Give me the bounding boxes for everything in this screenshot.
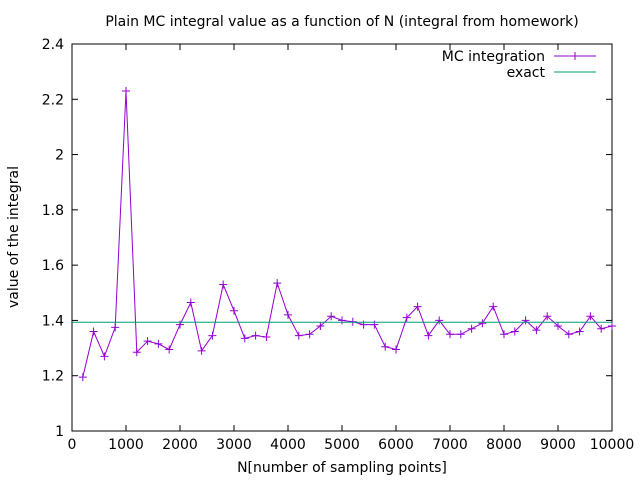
x-tick-label: 3000 [216, 437, 252, 453]
x-tick-label: 0 [68, 437, 77, 453]
data-point [338, 316, 346, 325]
data-point [165, 345, 174, 354]
data-point [273, 279, 282, 288]
data-point [575, 327, 584, 336]
x-axis-ticks: 0 1000 2000 3000 4000 5000 6000 7000 8000 9000 100… [68, 44, 635, 453]
data-point [219, 280, 228, 289]
data-point [208, 331, 217, 340]
y-axis-ticks: 1 1.2 1.4 1.6 1.8 2 2.2 2.4 [42, 37, 612, 440]
data-point [586, 312, 595, 321]
y-tick-label: 2.2 [42, 92, 64, 108]
legend-marker [571, 52, 579, 60]
plot-frame [71, 43, 613, 432]
x-tick-label: 9000 [540, 437, 576, 453]
data-point [89, 327, 98, 336]
data-point [186, 298, 195, 307]
data-point [197, 346, 206, 355]
data-point [154, 339, 163, 348]
data-point [446, 330, 454, 339]
y-tick-label: 1.8 [42, 203, 64, 219]
data-point [402, 313, 411, 322]
x-axis-label: N[number of sampling points] [237, 460, 447, 476]
data-point [467, 324, 476, 333]
data-point [435, 316, 444, 325]
data-point [230, 306, 238, 315]
data-point [543, 312, 552, 321]
data-point [381, 342, 390, 351]
data-point [359, 320, 368, 329]
data-point [500, 330, 508, 339]
data-point [143, 337, 152, 346]
y-axis-label: value of the integral [6, 166, 22, 308]
data-point [424, 331, 433, 340]
y-tick-label: 1.2 [42, 369, 64, 385]
data-point [284, 310, 292, 319]
data-point [608, 321, 616, 330]
legend-label: exact [507, 65, 546, 81]
data-point [532, 326, 541, 335]
y-tick-label: 1.6 [42, 258, 64, 274]
data-point [176, 320, 184, 329]
data-point [316, 321, 325, 330]
data-point [327, 312, 336, 321]
series-layer [72, 86, 616, 382]
y-tick-label: 2.4 [42, 37, 64, 53]
series-line-mc-integration [82, 90, 613, 378]
data-point [240, 334, 249, 343]
x-tick-label: 10000 [590, 437, 635, 453]
x-tick-label: 7000 [432, 437, 468, 453]
data-point [294, 331, 303, 340]
x-tick-label: 4000 [270, 437, 306, 453]
data-point [251, 331, 260, 340]
data-point [597, 324, 606, 333]
data-point [262, 333, 271, 342]
data-point [521, 316, 530, 325]
x-tick-label: 2000 [162, 437, 198, 453]
x-tick-label: 5000 [324, 437, 360, 453]
chart-title: Plain MC integral value as a function of… [105, 14, 578, 30]
data-point [510, 327, 519, 336]
data-point [478, 319, 487, 328]
data-point [122, 86, 130, 95]
x-tick-label: 8000 [486, 437, 522, 453]
data-point [305, 330, 314, 339]
y-tick-label: 1.4 [42, 313, 64, 329]
y-tick-label: 1 [55, 424, 64, 440]
data-point [370, 320, 379, 329]
data-point [489, 302, 498, 311]
data-point [392, 345, 400, 354]
legend-label: MC integration [442, 49, 545, 65]
data-point [78, 373, 87, 382]
data-point [132, 348, 141, 357]
data-point [456, 330, 465, 339]
x-tick-label: 6000 [378, 437, 414, 453]
x-tick-label: 1000 [108, 437, 144, 453]
data-point [554, 321, 562, 330]
data-point [564, 330, 573, 339]
data-point [111, 323, 120, 332]
data-point [100, 352, 109, 361]
data-point [413, 302, 422, 311]
y-tick-label: 2 [55, 148, 64, 164]
